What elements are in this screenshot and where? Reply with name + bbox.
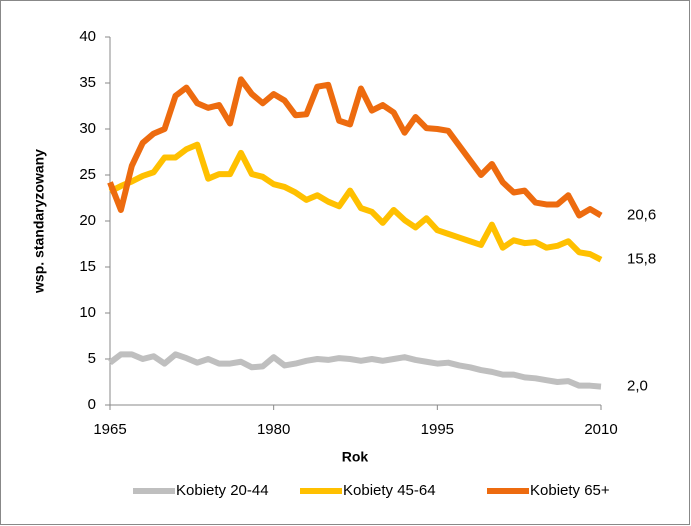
- legend-label: Kobiety 65+: [530, 482, 610, 499]
- x-tick-label: 2010: [584, 421, 617, 438]
- series-line: [107, 76, 603, 219]
- x-axis-label: Rok: [342, 449, 369, 465]
- y-tick-label: 25: [79, 166, 96, 183]
- legend-label: Kobiety 20-44: [176, 482, 269, 499]
- legend-label: Kobiety 45-64: [343, 482, 436, 499]
- end-label: 2,0: [627, 378, 648, 395]
- series-line: [108, 141, 603, 263]
- y-axis-label: wsp. standaryzowany: [31, 149, 47, 294]
- x-tick-label: 1980: [257, 421, 290, 438]
- y-tick-label: 20: [79, 212, 96, 229]
- x-tick-label: 1965: [93, 421, 126, 438]
- end-label: 20,6: [627, 206, 656, 223]
- y-tick-label: 30: [79, 120, 96, 137]
- y-tick-label: 40: [79, 28, 96, 45]
- series-line: [108, 351, 602, 390]
- y-tick-label: 35: [79, 74, 96, 91]
- y-tick-label: 5: [88, 350, 96, 367]
- x-tick-label: 1995: [421, 421, 454, 438]
- y-tick-label: 0: [88, 396, 96, 413]
- y-tick-label: 15: [79, 258, 96, 275]
- end-label: 15,8: [627, 251, 656, 268]
- y-tick-label: 10: [79, 304, 96, 321]
